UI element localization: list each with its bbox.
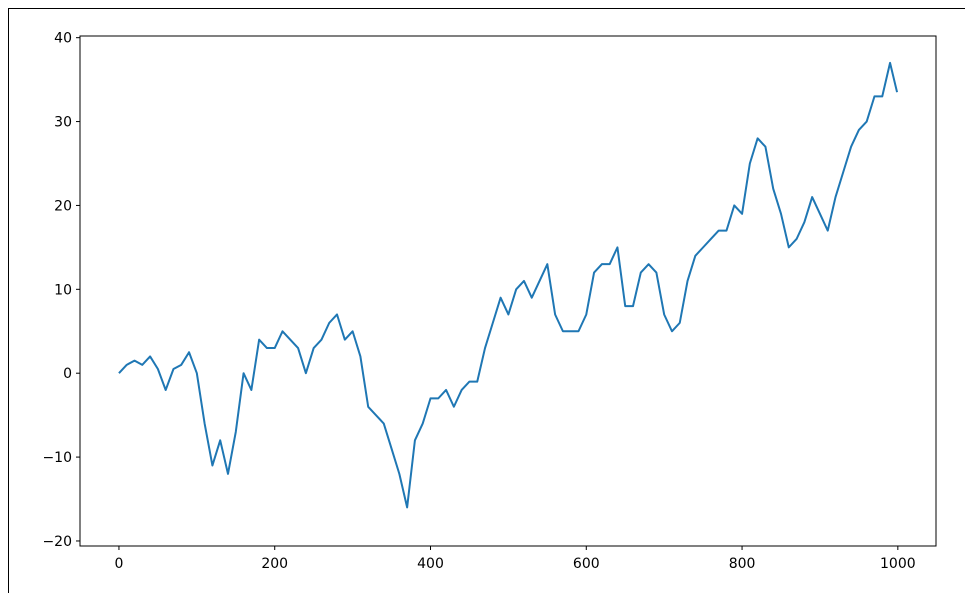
line-series <box>118 61 899 509</box>
y-tick-label: 0 <box>63 366 72 382</box>
y-tick-label: −20 <box>42 534 72 550</box>
y-tick-label: 20 <box>54 198 72 214</box>
x-tick-label: 1000 <box>880 556 916 572</box>
y-tick-label: 40 <box>54 31 72 47</box>
x-tick-label: 200 <box>261 556 288 572</box>
plot-frame <box>79 35 937 547</box>
y-tick-label: −10 <box>42 450 72 466</box>
x-tick-label: 0 <box>114 556 123 572</box>
x-tick-label: 800 <box>729 556 756 572</box>
y-tick-label: 30 <box>54 115 72 131</box>
x-tick-label: 600 <box>573 556 600 572</box>
x-tick-label: 400 <box>417 556 444 572</box>
y-tick-label: 10 <box>54 282 72 298</box>
